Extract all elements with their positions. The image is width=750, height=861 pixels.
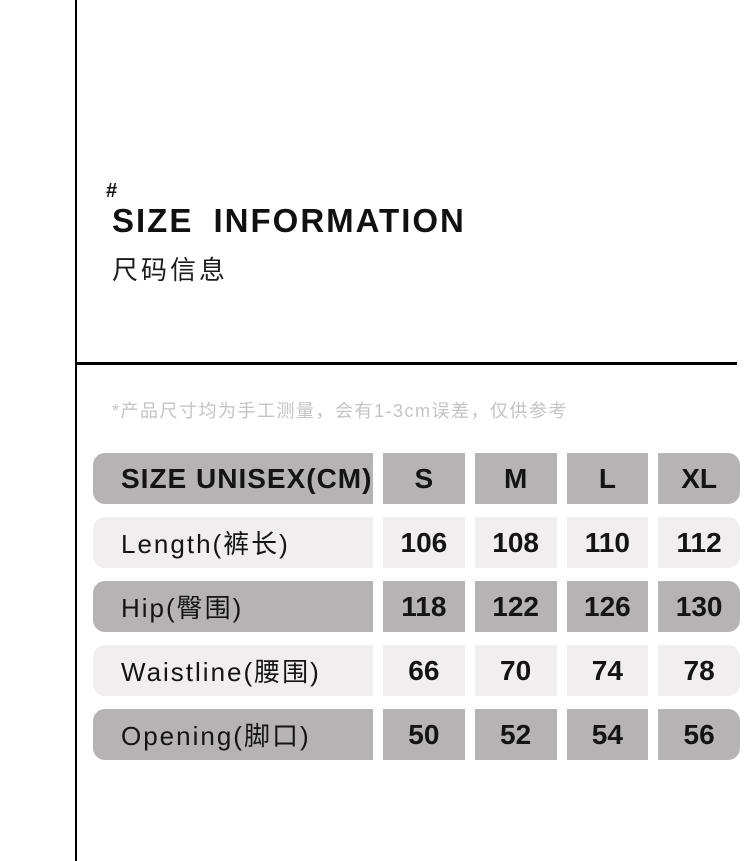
row-label: Waistline(腰围) bbox=[93, 645, 373, 696]
size-header-xl: XL bbox=[658, 453, 740, 504]
cell-value: 70 bbox=[474, 645, 557, 696]
row-label: Opening(脚口) bbox=[93, 709, 373, 760]
hash-mark: # bbox=[106, 180, 118, 202]
row-label: Hip(臀围) bbox=[93, 581, 373, 632]
cell-value: 122 bbox=[474, 581, 557, 632]
cell-value: 118 bbox=[383, 581, 465, 632]
cell-value: 112 bbox=[658, 517, 740, 568]
size-header-m: M bbox=[474, 453, 557, 504]
measurement-note: *产品尺寸均为手工测量，会有1-3cm误差，仅供参考 bbox=[112, 401, 569, 421]
cell-value: 108 bbox=[474, 517, 557, 568]
table-row-hip: Hip(臀围) 118 122 126 130 bbox=[93, 581, 740, 632]
cell-value: 52 bbox=[474, 709, 557, 760]
table-row-length: Length(裤长) 106 108 110 112 bbox=[93, 517, 740, 568]
cell-value: 78 bbox=[658, 645, 740, 696]
cell-value: 54 bbox=[566, 709, 649, 760]
cell-value: 126 bbox=[566, 581, 649, 632]
table-row-opening: Opening(脚口) 50 52 54 56 bbox=[93, 709, 740, 760]
size-table-header-label: SIZE UNISEX(CM) bbox=[93, 453, 373, 504]
left-border-line bbox=[75, 0, 77, 861]
page-title: SIZE INFORMATION bbox=[112, 202, 466, 239]
cell-value: 50 bbox=[383, 709, 465, 760]
cell-value: 66 bbox=[383, 645, 465, 696]
size-table-header-row: SIZE UNISEX(CM) S M L XL bbox=[93, 453, 740, 504]
table-row-waistline: Waistline(腰围) 66 70 74 78 bbox=[93, 645, 740, 696]
cell-value: 56 bbox=[658, 709, 740, 760]
section-divider-line bbox=[76, 362, 737, 365]
cell-value: 106 bbox=[383, 517, 465, 568]
cell-value: 74 bbox=[566, 645, 649, 696]
size-table: SIZE UNISEX(CM) S M L XL Length(裤长) 106 … bbox=[93, 453, 740, 760]
cell-value: 110 bbox=[566, 517, 649, 568]
cell-value: 130 bbox=[658, 581, 740, 632]
size-header-s: S bbox=[383, 453, 465, 504]
page-subtitle-zh: 尺码信息 bbox=[112, 255, 229, 285]
row-label: Length(裤长) bbox=[93, 517, 373, 568]
size-header-l: L bbox=[566, 453, 649, 504]
